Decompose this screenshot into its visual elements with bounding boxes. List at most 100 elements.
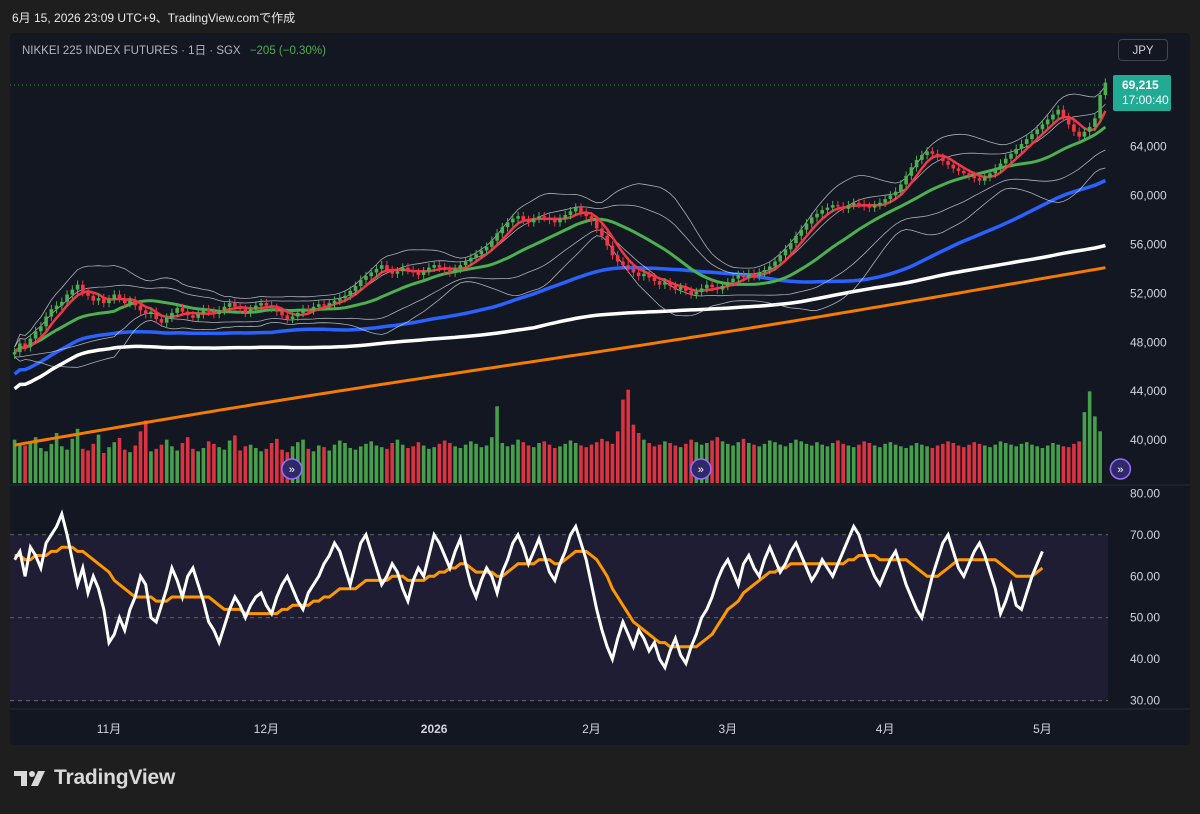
candle-body (568, 211, 573, 215)
candle-body (925, 151, 929, 155)
candle-body (369, 272, 374, 277)
candle-body (206, 309, 211, 312)
candle-body (505, 222, 510, 228)
volume-bar (998, 441, 1003, 483)
last-price-value: 69,215 (1122, 78, 1159, 92)
volume-bar (12, 439, 17, 483)
volume-bar (967, 444, 971, 483)
candle-body (432, 265, 436, 268)
candle-body (809, 217, 814, 224)
volume-bar (112, 442, 117, 483)
volume-bar (605, 441, 609, 483)
candle-body (264, 303, 269, 306)
volume-bar (128, 452, 132, 483)
candle-body (626, 265, 630, 269)
candle-body (726, 282, 730, 286)
volume-bar (977, 443, 982, 483)
volume-bar (552, 448, 557, 483)
volume-bar (862, 441, 866, 483)
volume-bar (60, 446, 64, 483)
rsi-axis-label: 30.00 (1130, 694, 1160, 708)
candle-body (306, 309, 311, 311)
candle-body (1035, 129, 1040, 135)
volume-bar (264, 448, 269, 483)
volume-bar (1061, 446, 1066, 483)
rsi-axis-label: 80.00 (1130, 486, 1160, 500)
candle-body (857, 202, 861, 204)
candle-body (159, 319, 164, 323)
candle-body (1093, 118, 1097, 127)
candle-body (500, 227, 505, 234)
volume-bar (804, 443, 809, 483)
time-axis-label: 2月 (582, 722, 601, 736)
rsi-line (13, 509, 1044, 672)
volume-bar (222, 449, 227, 483)
volume-bar (374, 445, 379, 483)
candle-body (474, 254, 478, 258)
candle-body (988, 173, 992, 178)
volume-bar (369, 441, 374, 483)
brand-logo: TradingView (14, 766, 175, 790)
candle-body (841, 206, 845, 209)
candle-body (154, 311, 159, 319)
volume-bar (836, 440, 840, 483)
candle-body (259, 303, 263, 306)
candle-body (935, 153, 940, 158)
candle-body (385, 265, 389, 271)
candle-body (647, 273, 651, 278)
volume-bar (143, 420, 148, 483)
volume-bar (584, 447, 589, 483)
candle-body (558, 218, 562, 223)
volume-bar (238, 450, 242, 483)
candle-body (437, 265, 442, 268)
event-marker-glyph: » (289, 464, 295, 476)
chart-frame[interactable]: » » » 64,000 60,000 56,000 52,000 48,000 44,000 4… (10, 33, 1190, 745)
volume-bar (479, 447, 484, 483)
volume-bar (1072, 443, 1076, 483)
candle-body (65, 294, 69, 302)
volume-bar (741, 438, 746, 483)
volume-bar (615, 431, 620, 483)
symbol-legend[interactable]: NIKKEI 225 INDEX FUTURES · 1日 · SGX −205… (22, 45, 326, 57)
candle-body (642, 273, 646, 277)
candle-body (1077, 131, 1081, 137)
candle-body (23, 343, 27, 348)
candle-body (1030, 134, 1034, 140)
candle-body (348, 290, 353, 296)
volume-bar (275, 438, 279, 483)
volume-bar (217, 447, 221, 483)
currency-button[interactable]: JPY (1118, 39, 1168, 61)
ma-orange-line (14, 266, 1106, 447)
volume-bar (746, 443, 751, 483)
volume-bar (825, 446, 830, 483)
volume-bar (778, 444, 783, 483)
volume-bar (474, 443, 478, 483)
candle-body (594, 221, 599, 229)
volume-bar (710, 440, 714, 483)
volume-bar (573, 443, 578, 483)
candle-body (967, 173, 971, 176)
candle-body (657, 281, 662, 285)
volume-bar (684, 443, 688, 483)
volume-bar (484, 445, 489, 483)
chart-canvas[interactable]: » » » 64,000 60,000 56,000 52,000 48,000 44,000 4… (10, 33, 1190, 745)
price-axis-label: 60,000 (1130, 188, 1167, 202)
volume-bar (935, 445, 940, 483)
volume-bar (809, 445, 814, 483)
volume-bar (941, 443, 945, 483)
candle-body (39, 326, 43, 332)
candle-body (301, 309, 305, 313)
volume-bar (201, 448, 206, 483)
candle-body (961, 170, 966, 174)
candle-body (364, 276, 368, 280)
volume-bar (175, 450, 179, 483)
rsi-axis-label: 70.00 (1130, 528, 1160, 542)
volume-bar (930, 448, 935, 483)
volume-bar (1087, 391, 1092, 483)
time-axis-label: 4月 (876, 722, 895, 736)
volume-bar (731, 445, 735, 483)
candle-body (977, 178, 982, 181)
candle-body (621, 261, 625, 266)
volume-bar (857, 444, 861, 483)
candle-body (1040, 124, 1045, 130)
